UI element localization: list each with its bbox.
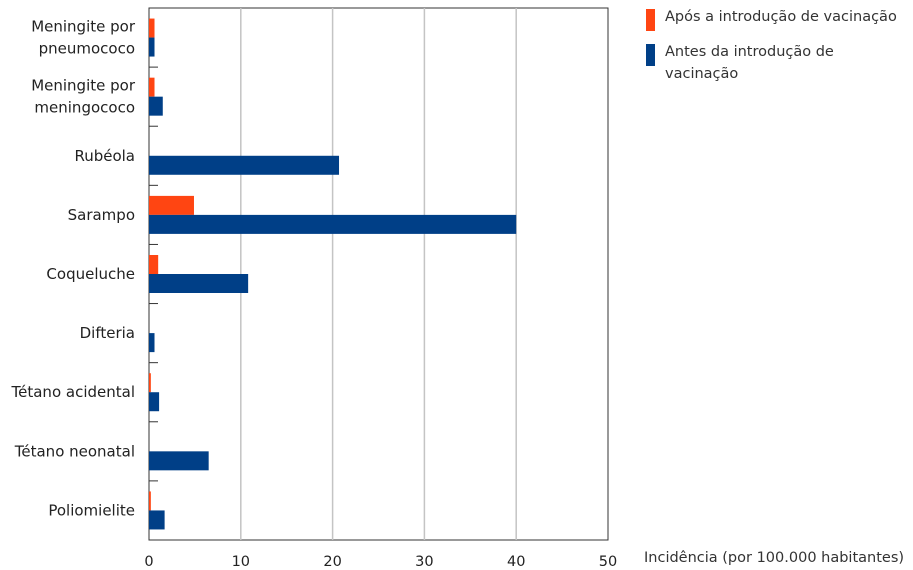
legend-item-before: Antes da introdução de vacinação — [646, 41, 906, 85]
bar-after-vaccination — [149, 19, 155, 38]
legend-swatch-after — [646, 9, 655, 31]
bar-before-vaccination — [149, 392, 159, 411]
x-tick-label: 50 — [599, 554, 617, 570]
legend-item-after: Após a introdução de vacinação — [646, 6, 906, 28]
x-tick-label: 40 — [507, 554, 525, 570]
category-label: Tétano neonatal — [14, 442, 135, 460]
x-tick-label: 10 — [232, 554, 250, 570]
bar-after-vaccination — [149, 491, 151, 510]
legend: Após a introdução de vacinação Antes da … — [646, 6, 906, 98]
bar-before-vaccination — [149, 156, 339, 175]
bar-before-vaccination — [149, 38, 155, 57]
legend-label-after: Após a introdução de vacinação — [665, 9, 897, 25]
bar-before-vaccination — [149, 451, 209, 470]
bar-after-vaccination — [149, 373, 151, 392]
bar-after-vaccination — [149, 78, 155, 97]
bar-after-vaccination — [149, 196, 194, 215]
legend-label-before: Antes da introdução de vacinação — [665, 44, 834, 82]
x-tick-label: 0 — [144, 554, 153, 570]
category-label: Sarampo — [68, 206, 135, 224]
category-label: Difteria — [80, 324, 135, 342]
legend-swatch-before — [646, 44, 655, 66]
bar-after-vaccination — [149, 255, 158, 274]
x-tick-label: 30 — [415, 554, 433, 570]
x-tick-label: 20 — [323, 554, 341, 570]
category-label: Meningite por — [31, 18, 136, 36]
category-label: Tétano acidental — [11, 383, 135, 401]
bar-before-vaccination — [149, 97, 163, 116]
category-label: pneumococo — [39, 40, 135, 58]
bar-before-vaccination — [149, 215, 516, 234]
category-label: Meningite por — [31, 77, 136, 95]
category-label: Rubéola — [74, 147, 135, 165]
bar-before-vaccination — [149, 274, 248, 293]
bar-before-vaccination — [149, 510, 165, 529]
category-label: Poliomielite — [48, 501, 135, 519]
category-label: Coqueluche — [46, 265, 135, 283]
bar-before-vaccination — [149, 333, 155, 352]
category-label: meningococo — [34, 99, 135, 117]
x-axis-title: Incidência (por 100.000 habitantes) — [644, 550, 904, 566]
